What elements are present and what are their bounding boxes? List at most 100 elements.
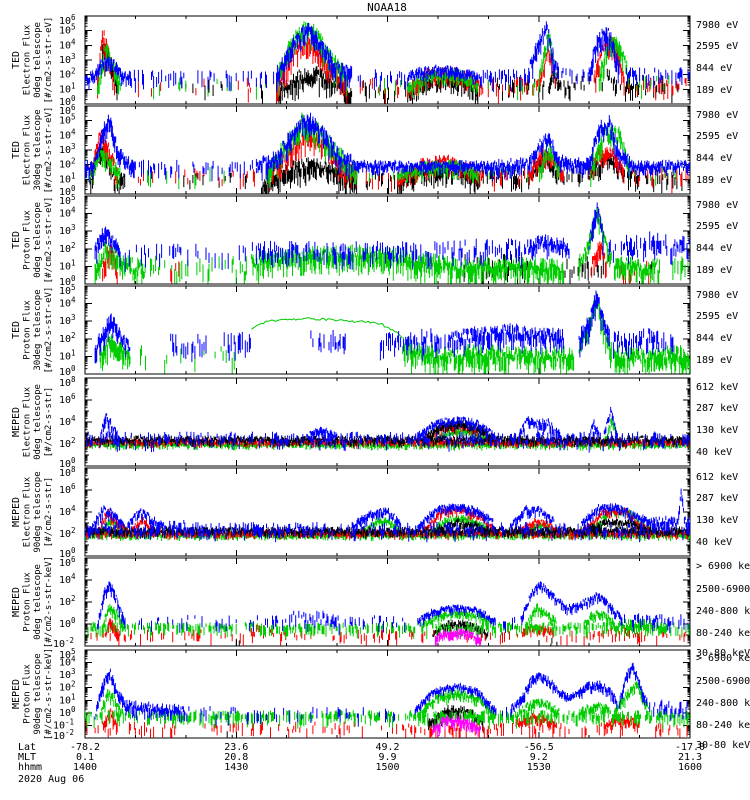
- panel-left-label: 30deg telescope: [33, 109, 43, 190]
- y-tick-exponent: 1: [71, 171, 76, 180]
- series-meped-electron-90deg-black: [588, 518, 645, 535]
- panel-left-label: Electron Flux: [23, 114, 33, 185]
- y-tick-label: 104: [59, 206, 76, 220]
- series-ted-proton-0deg-blue: [588, 202, 605, 256]
- series-meped-proton-0deg-blue: [503, 616, 516, 633]
- y-tick-label: 106: [59, 482, 76, 496]
- y-tick-label: 102: [59, 67, 76, 81]
- panel-series: [85, 662, 690, 738]
- series-ted-electron-30deg-blue: [85, 114, 136, 183]
- series-ted-proton-0deg-green: [150, 254, 247, 284]
- series-ted-proton-0deg-blue: [251, 240, 438, 270]
- y-tick-exponent: 2: [71, 157, 76, 166]
- panel-series: [94, 290, 690, 374]
- legend-label-blue: 189 eV: [696, 355, 732, 366]
- series-meped-proton-0deg-red: [250, 624, 264, 637]
- legend-label-blue: 30-80 keV: [696, 648, 750, 659]
- series-ted-proton-30deg-blue: [578, 290, 610, 358]
- legend-label-blue: 30-80 keV: [696, 740, 750, 751]
- legend-label-blue: 189 eV: [696, 85, 732, 96]
- series-meped-electron-0deg-blue: [86, 431, 690, 453]
- legend-label-blue: 189 eV: [696, 175, 732, 186]
- panel-left-label: 0deg telescope: [33, 384, 43, 460]
- y-tick-exponent: 0: [71, 616, 76, 625]
- series-ted-electron-30deg-blue: [134, 159, 257, 182]
- y-tick-exponent: 6: [71, 482, 76, 491]
- series-meped-proton-90deg-black: [226, 731, 233, 738]
- series-meped-electron-0deg-blue: [588, 419, 600, 442]
- series-meped-proton-90deg-blue: [124, 699, 186, 723]
- y-tick-exponent: 2: [71, 526, 76, 535]
- panel-left-label: 0deg telescope: [33, 564, 43, 640]
- series-ted-proton-30deg-blue: [94, 313, 131, 364]
- legend-label-black: 7980 eV: [696, 290, 738, 301]
- series-ted-proton-30deg-blue: [379, 328, 446, 361]
- y-tick-exponent: 4: [71, 414, 76, 423]
- y-tick-label: 101: [59, 258, 76, 272]
- series-meped-proton-90deg-blue: [510, 672, 618, 718]
- y-tick-label: 103: [59, 223, 76, 237]
- panel-series: [87, 581, 690, 646]
- series-ted-electron-0deg-red: [137, 77, 251, 103]
- y-tick-exponent: -1: [65, 717, 74, 726]
- y-tick-label: 102: [59, 241, 76, 255]
- y-tick-exponent: 8: [71, 465, 76, 474]
- y-tick-exponent: 2: [71, 331, 76, 340]
- series-ted-electron-30deg-blue: [255, 112, 353, 182]
- legend-label-red: 2595 eV: [696, 41, 738, 52]
- y-tick-exponent: 0: [71, 364, 76, 373]
- y-tick-exponent: 5: [71, 113, 76, 122]
- y-tick-exponent: 1: [71, 348, 76, 357]
- series-ted-proton-0deg-blue: [124, 243, 246, 272]
- y-tick-label: 104: [59, 414, 76, 428]
- legend-label-black: 7980 eV: [696, 20, 738, 31]
- y-tick-exponent: 3: [71, 52, 76, 61]
- series-ted-proton-30deg-green: [251, 317, 403, 339]
- y-tick-exponent: 2: [71, 594, 76, 603]
- legend-label-magenta: > 6900 keV: [696, 561, 750, 572]
- y-tick-exponent: 6: [71, 555, 76, 564]
- y-tick-exponent: 6: [71, 392, 76, 401]
- panel-left-label: [#/cm2-s-str]: [44, 387, 54, 457]
- series-meped-electron-90deg-blue: [581, 503, 650, 528]
- panel-left-label: Proton Flux: [23, 300, 33, 360]
- series-ted-proton-30deg-blue: [170, 333, 207, 362]
- y-tick-label: 106: [59, 392, 76, 406]
- legend-label-green: 80-240 keV: [696, 720, 750, 731]
- panel-left-label: TED: [11, 141, 22, 159]
- y-tick-exponent: 2: [71, 680, 76, 689]
- y-tick-exponent: 0: [71, 546, 76, 555]
- y-tick-label: 102: [59, 436, 76, 450]
- y-tick-exponent: 5: [71, 23, 76, 32]
- y-tick-label: 103: [59, 52, 76, 66]
- y-tick-label: 104: [59, 127, 76, 141]
- y-tick-exponent: 4: [71, 206, 76, 215]
- panel-left-label: TED: [11, 321, 22, 339]
- series-ted-proton-0deg-blue: [94, 226, 121, 267]
- y-tick-label: 102: [59, 331, 76, 345]
- series-meped-proton-0deg-green: [87, 621, 690, 640]
- series-ted-electron-0deg-blue: [129, 69, 278, 93]
- hhmm-value: 1600: [678, 762, 702, 773]
- legend-label-red: 2595 eV: [696, 131, 738, 142]
- series-meped-proton-90deg-magenta: [432, 714, 481, 738]
- legend-label-red: 240-800 ke: [696, 698, 750, 709]
- series-ted-electron-0deg-blue: [276, 22, 353, 92]
- legend-label-red: 240-800 ke: [696, 606, 750, 617]
- panel-left-label: MEPED: [11, 679, 22, 709]
- series-meped-proton-0deg-magenta: [434, 627, 482, 646]
- mlt-value: 0.1: [76, 752, 94, 763]
- panel-left-label: [#/cm2-s-str-eV]: [44, 287, 54, 374]
- series-meped-proton-90deg-green: [518, 698, 560, 720]
- legend-label-black: 2500-6900: [696, 584, 750, 595]
- series-ted-proton-30deg-blue: [223, 331, 251, 361]
- series-ted-electron-0deg-blue: [478, 68, 529, 92]
- panel-left-label: Proton Flux: [23, 210, 33, 270]
- series-ted-proton-30deg-green: [140, 345, 235, 374]
- series-meped-proton-90deg-blue: [186, 706, 396, 727]
